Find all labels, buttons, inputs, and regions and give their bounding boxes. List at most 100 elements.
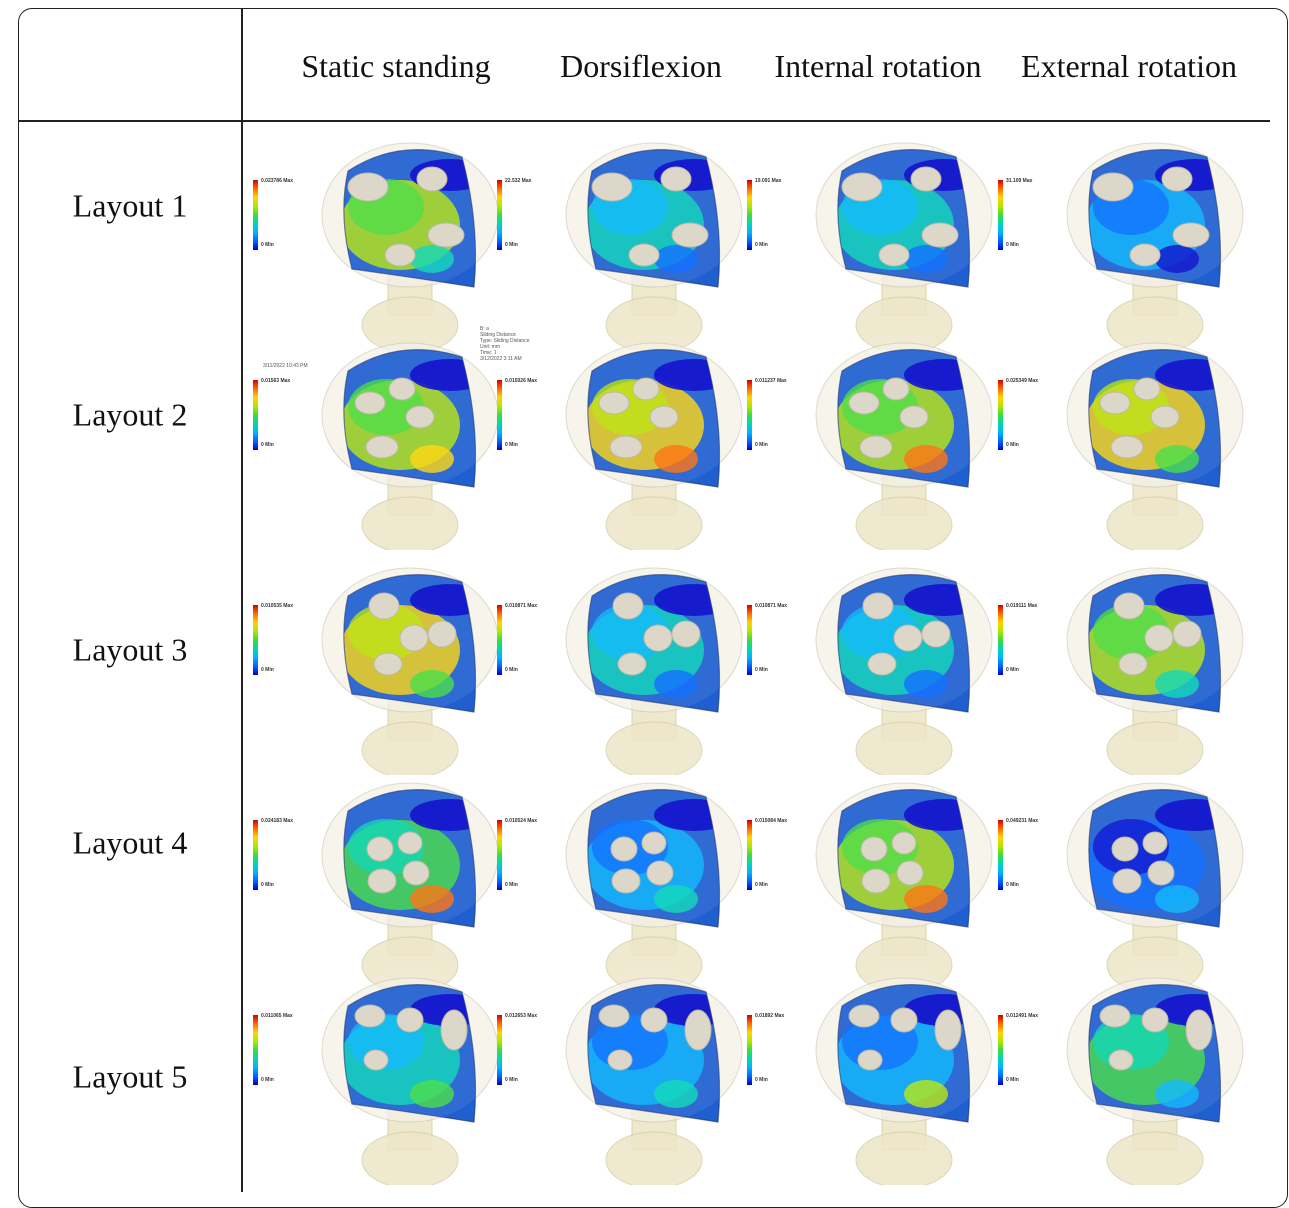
contour-plot: 0.011237 Max 0 Min: [744, 330, 999, 550]
implant-contour: [1065, 335, 1245, 550]
legend-color-bar: [253, 605, 258, 675]
legend-max-label: 0.011065 Max: [261, 1013, 293, 1019]
legend-min-label: 0 Min: [755, 442, 768, 448]
legend-min-label: 0 Min: [505, 1077, 518, 1083]
row-header-layout-3: Layout 3: [72, 631, 188, 668]
legend-max-label: 31.109 Max: [1006, 178, 1033, 184]
legend-max-label: 0.01892 Max: [755, 1013, 785, 1019]
legend-color-bar: [253, 380, 258, 450]
legend-max-label: 0.024183 Max: [261, 818, 293, 824]
implant-contour: [1065, 135, 1245, 350]
legend-color-bar: [998, 605, 1003, 675]
contour-plot: 0.015084 Max 0 Min: [744, 770, 999, 990]
legend-min-label: 0 Min: [1006, 667, 1019, 673]
implant-contour: [1065, 560, 1245, 775]
legend-min-label: 0 Min: [1006, 882, 1019, 888]
row-header-layout-1: Layout 1: [72, 187, 188, 224]
implant-contour: [814, 775, 994, 990]
contour-plot: 0.024183 Max 0 Min: [250, 770, 505, 990]
column-header-external-rotation: External rotation: [1021, 48, 1237, 84]
legend-min-label: 0 Min: [755, 882, 768, 888]
legend-color-bar: [998, 380, 1003, 450]
contour-plot: 0.015026 Max 0 Min: [494, 330, 749, 550]
legend-color-bar: [747, 380, 752, 450]
row-header-layout-4: Layout 4: [72, 824, 188, 861]
column-header-internal-rotation: Internal rotation: [774, 48, 982, 84]
legend-max-label: 0.049231 Max: [1006, 818, 1038, 824]
legend-color-bar: [747, 180, 752, 250]
contour-plot: 0.049231 Max 0 Min: [995, 770, 1250, 990]
contour-plot: 31.109 Max 0 Min: [995, 130, 1250, 350]
column-header-dorsiflexion: Dorsiflexion: [560, 48, 722, 84]
legend-max-label: 19.091 Max: [755, 178, 782, 184]
timestamp-note: 3/11/2022 10:43 PM: [263, 363, 308, 369]
implant-contour: [320, 775, 500, 990]
contour-plot: 0.012491 Max 0 Min: [995, 965, 1250, 1185]
legend-min-label: 0 Min: [505, 442, 518, 448]
legend-min-label: 0 Min: [755, 242, 768, 248]
legend-max-label: 0.010871 Max: [755, 603, 787, 609]
contour-plot: 0.010535 Max 0 Min: [250, 555, 505, 775]
implant-contour: [1065, 970, 1245, 1185]
legend-color-bar: [253, 1015, 258, 1085]
contour-plot: 0.011065 Max 0 Min: [250, 965, 505, 1185]
implant-contour: [814, 970, 994, 1185]
legend-max-label: 0.015026 Max: [505, 378, 537, 384]
legend-min-label: 0 Min: [261, 242, 274, 248]
legend-max-label: 0.010524 Max: [505, 818, 537, 824]
contour-plot: 0.023786 Max 0 Min: [250, 130, 505, 350]
legend-color-bar: [747, 1015, 752, 1085]
contour-plot: 19.091 Max 0 Min: [744, 130, 999, 350]
implant-contour: [814, 560, 994, 775]
header-divider: [19, 120, 1270, 122]
legend-color-bar: [998, 820, 1003, 890]
implant-contour: [320, 560, 500, 775]
sliding-distance-note: B: a Sliding Distance Type: Sliding Dist…: [480, 326, 530, 362]
row-header-layout-5: Layout 5: [72, 1058, 188, 1095]
implant-contour: [814, 335, 994, 550]
implant-contour: [564, 135, 744, 350]
legend-min-label: 0 Min: [261, 667, 274, 673]
legend-color-bar: [747, 820, 752, 890]
contour-plot: 0.010871 Max 0 Min: [494, 555, 749, 775]
legend-max-label: 0.012491 Max: [1006, 1013, 1038, 1019]
legend-color-bar: [253, 820, 258, 890]
legend-min-label: 0 Min: [755, 1077, 768, 1083]
legend-color-bar: [497, 820, 502, 890]
contour-plot: 0.025349 Max 0 Min: [995, 330, 1250, 550]
legend-color-bar: [998, 1015, 1003, 1085]
row-header-divider: [241, 9, 243, 1192]
contour-plot: 0.01563 Max 0 Min: [250, 330, 505, 550]
legend-max-label: 0.025349 Max: [1006, 378, 1038, 384]
legend-color-bar: [497, 380, 502, 450]
legend-min-label: 0 Min: [505, 667, 518, 673]
contour-plot: 0.012653 Max 0 Min: [494, 965, 749, 1185]
legend-min-label: 0 Min: [1006, 442, 1019, 448]
legend-color-bar: [747, 605, 752, 675]
legend-min-label: 0 Min: [261, 1077, 274, 1083]
contour-plot: 0.019111 Max 0 Min: [995, 555, 1250, 775]
contour-plot: 22.532 Max 0 Min: [494, 130, 749, 350]
legend-min-label: 0 Min: [1006, 1077, 1019, 1083]
row-header-layout-2: Layout 2: [72, 396, 188, 433]
legend-color-bar: [497, 605, 502, 675]
legend-min-label: 0 Min: [261, 442, 274, 448]
column-header-static-standing: Static standing: [301, 48, 491, 84]
legend-color-bar: [998, 180, 1003, 250]
legend-max-label: 0.01563 Max: [261, 378, 291, 384]
implant-contour: [564, 560, 744, 775]
legend-min-label: 0 Min: [755, 667, 768, 673]
legend-min-label: 0 Min: [505, 882, 518, 888]
legend-color-bar: [253, 180, 258, 250]
contour-plot: 0.010871 Max 0 Min: [744, 555, 999, 775]
legend-max-label: 0.019111 Max: [1006, 603, 1038, 609]
legend-max-label: 22.532 Max: [505, 178, 532, 184]
legend-color-bar: [497, 1015, 502, 1085]
legend-max-label: 0.012653 Max: [505, 1013, 537, 1019]
implant-contour: [320, 970, 500, 1185]
legend-max-label: 0.023786 Max: [261, 178, 293, 184]
legend-max-label: 0.010871 Max: [505, 603, 537, 609]
contour-plot: 0.010524 Max 0 Min: [494, 770, 749, 990]
legend-min-label: 0 Min: [1006, 242, 1019, 248]
legend-min-label: 0 Min: [261, 882, 274, 888]
